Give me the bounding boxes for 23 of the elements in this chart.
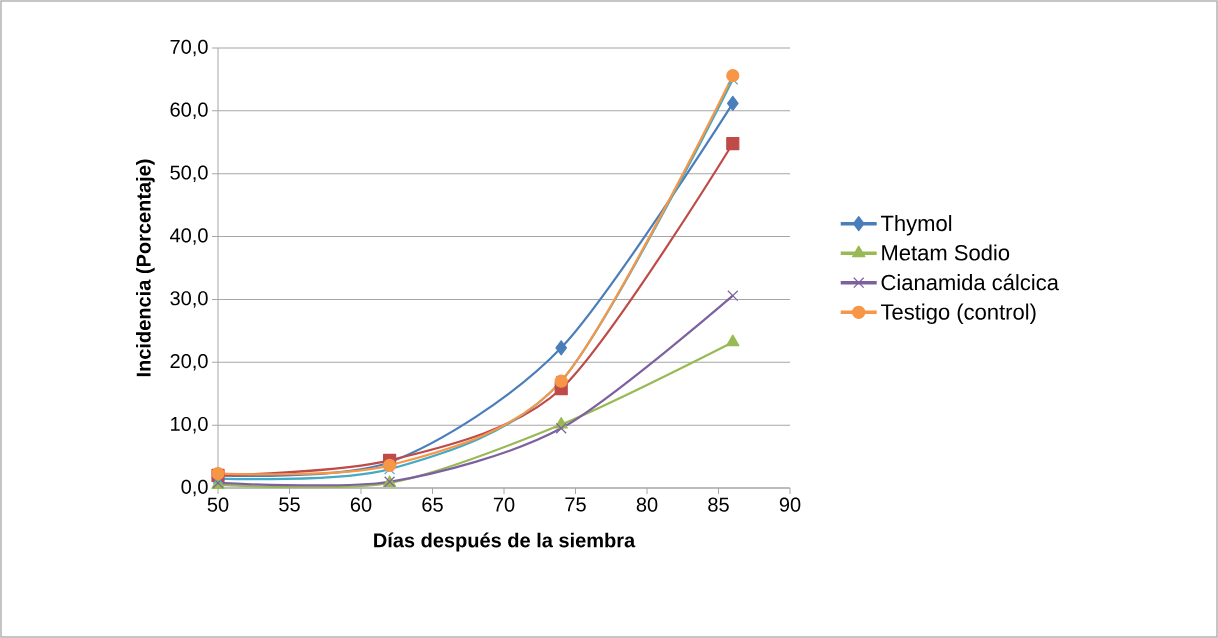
x-tick-label: 80 — [636, 497, 658, 512]
x-tick-label: 90 — [779, 497, 801, 512]
legend-label: Testigo (control) — [880, 303, 1036, 325]
y-tick-label: 10,0 — [171, 416, 208, 434]
y-axis-title: Incidencia (Porcentaje) — [136, 159, 155, 377]
legend-label: Thymol — [880, 214, 952, 236]
y-tick-label: 50,0 — [170, 165, 208, 182]
x-tick-label: 70 — [493, 497, 515, 512]
y-tick-label: 0,0 — [181, 479, 208, 497]
x-tick-label: 85 — [708, 497, 729, 512]
x-tick-label: 50 — [207, 497, 229, 512]
y-tick-label: 20,0 — [170, 354, 208, 371]
legend-label: Cianamida cálcica — [881, 273, 1059, 291]
y-tick-label: 40,0 — [170, 228, 208, 245]
y-tick-label: 70,0 — [170, 39, 208, 57]
y-tick-label: 30,0 — [170, 291, 208, 308]
x-tick-label: 75 — [565, 497, 586, 512]
x-axis-title: Días después de la siembra — [374, 532, 636, 552]
x-tick-label: 65 — [422, 497, 443, 512]
x-tick-label: 55 — [279, 497, 300, 512]
x-tick-label: 60 — [350, 497, 372, 512]
legend-label: Metam Sodio — [882, 244, 1010, 261]
y-tick-label: 60,0 — [170, 102, 208, 120]
